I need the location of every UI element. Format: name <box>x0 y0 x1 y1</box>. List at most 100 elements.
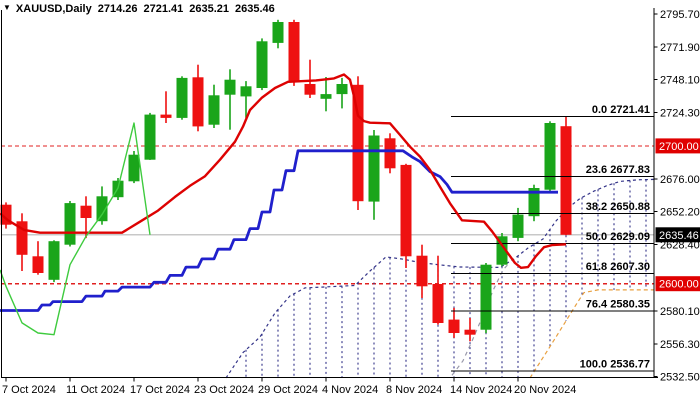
candle[interactable] <box>368 130 380 220</box>
candle[interactable] <box>560 116 572 236</box>
price-axis[interactable]: 2795.70 2771.90 2748.10 2724.30 2676.00 2652.… <box>654 9 700 384</box>
candle[interactable] <box>544 121 556 193</box>
candle[interactable] <box>16 213 28 271</box>
price-badge-label: 2700.00 <box>659 141 699 153</box>
candle-body <box>208 95 220 125</box>
candle-body <box>368 135 380 202</box>
candle-body <box>256 41 268 88</box>
candle[interactable] <box>240 81 252 118</box>
price-tick-label: 2748.10 <box>660 75 700 87</box>
candle[interactable] <box>256 38 268 91</box>
candle-body <box>336 84 348 95</box>
price-badge-2700.00 <box>655 138 700 154</box>
candle-body <box>560 126 572 235</box>
price-tick-label: 2676.00 <box>660 174 700 186</box>
fib-level-label: 100.0 2536.77 <box>580 358 650 370</box>
candle[interactable] <box>224 69 236 130</box>
candle-body <box>160 114 172 118</box>
candle[interactable] <box>208 84 220 128</box>
price-tick-label: 2652.20 <box>660 207 700 219</box>
candle[interactable] <box>464 318 476 342</box>
candle-body <box>480 264 492 330</box>
candle-body <box>304 84 316 95</box>
candle-body <box>16 221 28 255</box>
candle-body <box>272 22 284 43</box>
candle[interactable] <box>336 77 348 109</box>
candle[interactable] <box>0 202 12 229</box>
candle[interactable] <box>176 76 188 120</box>
candle[interactable] <box>320 77 332 112</box>
candle[interactable] <box>272 19 284 49</box>
kijun-sen-line <box>0 149 558 312</box>
candle-wick <box>245 81 247 118</box>
candle-body <box>64 203 76 245</box>
date-tick-label: 14 Nov 2024 <box>450 384 512 396</box>
candle-body <box>80 205 92 218</box>
symbol-dropdown-icon[interactable]: ▼ <box>3 3 11 12</box>
date-tick-label: 4 Nov 2024 <box>322 384 378 396</box>
candle-body <box>416 255 428 287</box>
date-tick-label: 17 Oct 2024 <box>130 384 190 396</box>
price-badge-2600.00 <box>655 276 700 292</box>
candle-wick <box>309 59 311 98</box>
date-tick-label: 20 Nov 2024 <box>514 384 576 396</box>
candle-wick <box>469 318 471 342</box>
candle[interactable] <box>48 240 60 283</box>
candle[interactable] <box>288 19 300 86</box>
price-tick-label: 2556.30 <box>660 339 700 351</box>
candle[interactable] <box>480 263 492 334</box>
fib-level-label: 61.8 2607.30 <box>586 261 650 273</box>
candle-body <box>288 22 300 83</box>
title-low-value: 2635.21 <box>189 2 230 15</box>
candle[interactable] <box>400 163 412 268</box>
candle-wick <box>229 69 231 130</box>
fib-level-label: 23.6 2677.83 <box>586 164 650 176</box>
title-open-value: 2714.26 <box>97 2 138 15</box>
candle-body <box>320 94 332 99</box>
candle[interactable] <box>432 255 444 325</box>
chart-title-row: ▼ XAUUSD,Daily 2714.26 2721.41 2635.21 2… <box>3 1 275 16</box>
candle[interactable] <box>192 64 204 132</box>
candle-body <box>192 77 204 127</box>
candle-body <box>32 256 44 273</box>
candle[interactable] <box>416 244 428 298</box>
date-tick-label: 11 Oct 2024 <box>66 384 125 396</box>
symbol-timeframe-label: XAUUSD,Daily <box>15 2 92 15</box>
candle[interactable] <box>64 201 76 247</box>
candle-body <box>544 123 556 190</box>
candle-body <box>528 188 540 217</box>
candle[interactable] <box>384 133 396 174</box>
candle[interactable] <box>144 112 156 160</box>
title-close-value: 2635.46 <box>235 2 275 15</box>
time-axis[interactable]: 7 Oct 2024 11 Oct 2024 17 Oct 2024 23 Oct 2… <box>2 377 576 396</box>
candle[interactable] <box>96 186 108 225</box>
candle-body <box>496 236 508 265</box>
fib-level-label: 0.0 2721.41 <box>592 104 650 116</box>
candle[interactable] <box>304 59 316 98</box>
candle-body <box>48 241 60 280</box>
candle[interactable] <box>352 76 364 210</box>
candle[interactable] <box>128 151 140 184</box>
candle-wick <box>165 91 167 123</box>
candle[interactable] <box>160 91 172 123</box>
candle[interactable] <box>32 241 44 275</box>
candle-body <box>384 138 396 169</box>
candle[interactable] <box>448 307 460 338</box>
candle-body <box>400 164 412 257</box>
price-badge-label: 2600.00 <box>659 279 699 291</box>
candle[interactable] <box>512 207 524 242</box>
candle[interactable] <box>496 233 508 267</box>
candle[interactable] <box>80 196 92 239</box>
candle[interactable] <box>528 184 540 222</box>
date-tick-label: 23 Oct 2024 <box>194 384 254 396</box>
senkou-span-b-line <box>529 289 654 379</box>
price-tick-label: 2724.30 <box>660 107 700 119</box>
fibonacci-retracement[interactable]: 0.0 2721.41 23.6 2677.83 38.2 2650.88 50.0 … <box>451 104 654 372</box>
price-badge-2635.46 <box>655 227 700 243</box>
candle-body <box>144 114 156 160</box>
candle-body <box>96 196 108 222</box>
candle-body <box>448 319 460 333</box>
candle-body <box>240 86 252 97</box>
